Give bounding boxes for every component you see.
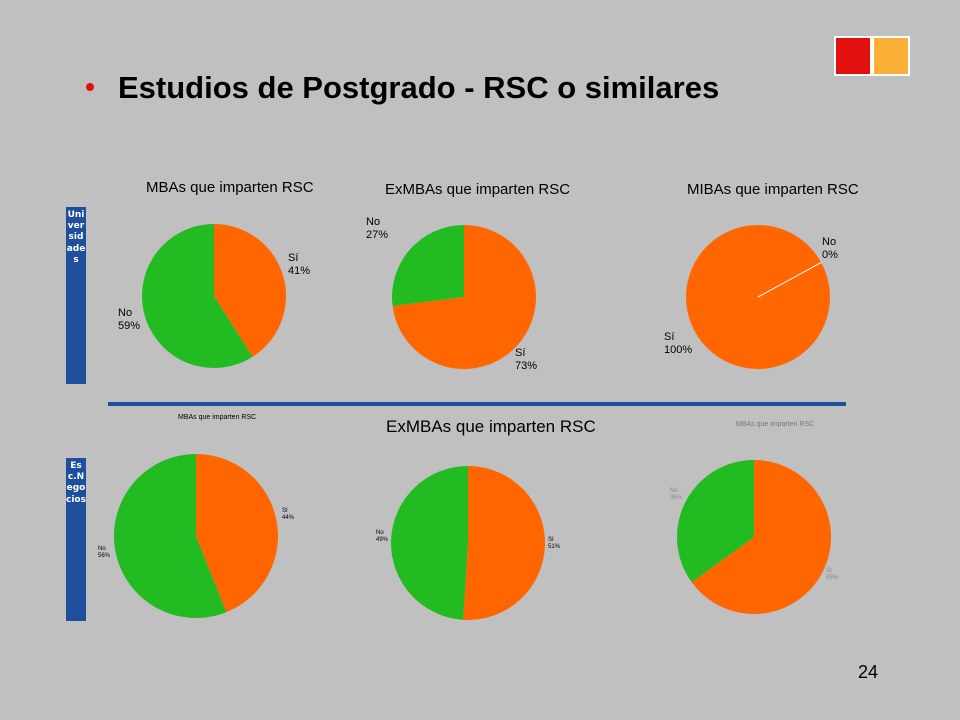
pie-chart-3 bbox=[686, 225, 830, 369]
title-bullet-icon bbox=[86, 83, 94, 91]
pie-1-slice-no bbox=[141, 224, 253, 368]
pie-chart-6 bbox=[677, 460, 831, 614]
chart-title-negocios-mba-2: MBAs que imparten RSC bbox=[736, 421, 815, 428]
pie-6-slice-no bbox=[677, 460, 754, 583]
chart-title-universidades-mba: MBAs que imparten RSC bbox=[146, 179, 314, 196]
slice-value-text: 100% bbox=[664, 343, 693, 356]
pie-2-slice-s bbox=[392, 225, 536, 369]
chart-title-negocios-mba: MBAs que imparten RSC bbox=[178, 414, 257, 421]
pie-3-label-s: Sí 100% bbox=[664, 331, 692, 356]
pie-4-slice-si bbox=[196, 454, 278, 613]
slice-value-text: 56% bbox=[98, 552, 111, 559]
pie-6-slice-si bbox=[691, 460, 831, 614]
pie-4-slice-no bbox=[114, 454, 227, 618]
corner-accent-orange bbox=[872, 36, 910, 76]
pie-2-label-s: Sí 73% bbox=[515, 347, 537, 372]
pie-6-label-si: SI 65% bbox=[826, 568, 838, 582]
slice-value-text: 41% bbox=[288, 264, 311, 277]
slice-label-text: SI bbox=[282, 508, 288, 514]
slice-value-text: 73% bbox=[515, 359, 538, 372]
pie-5-slice-si bbox=[463, 466, 546, 620]
slice-value-text: 49% bbox=[376, 536, 389, 543]
pie-3-label-no: No 0% bbox=[822, 236, 838, 261]
slice-label-text: Sí bbox=[664, 331, 675, 343]
row-label-escuelas-negocios: Esc.Negocios bbox=[66, 458, 86, 621]
slice-value-text: 59% bbox=[118, 319, 141, 332]
slice-value-text: 27% bbox=[366, 228, 389, 241]
slice-label-text: Sí bbox=[515, 347, 526, 359]
pie-2-label-no: No 27% bbox=[366, 216, 388, 241]
pie-chart-2 bbox=[392, 225, 536, 369]
chart-title-universidades-miba: MIBAs que imparten RSC bbox=[687, 181, 859, 198]
page-number: 24 bbox=[858, 662, 879, 682]
pie-1-label-no: No 59% bbox=[118, 307, 140, 332]
slice-label-text: Sí bbox=[288, 252, 299, 264]
section-divider bbox=[108, 402, 846, 406]
page-title: Estudios de Postgrado - RSC o similares bbox=[118, 70, 720, 105]
slice-label-text: SI bbox=[826, 568, 832, 574]
chart-title-universidades-exmba: ExMBAs que imparten RSC bbox=[385, 181, 571, 198]
corner-accent-red bbox=[834, 36, 872, 76]
pie-chart-1 bbox=[141, 224, 286, 368]
pie-5-label-no: No 49% bbox=[376, 530, 388, 544]
slice-value-text: 51% bbox=[548, 543, 561, 550]
slice-label-text: No bbox=[822, 236, 837, 248]
slice-value-text: 65% bbox=[826, 574, 839, 581]
slice-label-text: No bbox=[376, 530, 384, 536]
slice-label-text: No bbox=[118, 307, 133, 319]
row-label-universidades: Universidades bbox=[66, 207, 86, 384]
pie-2-slice-no bbox=[392, 225, 464, 307]
slice-value-text: 0% bbox=[822, 248, 838, 261]
slice-value-text: 35% bbox=[670, 494, 683, 501]
slice-label-text: No bbox=[670, 488, 678, 494]
pie-3-zero-slice-line bbox=[757, 262, 822, 298]
pie-chart-4 bbox=[114, 454, 278, 618]
slice-label-text: No bbox=[366, 216, 381, 228]
pie-4-label-si: SI 44% bbox=[282, 508, 294, 522]
pie-4-label-no: No 56% bbox=[98, 546, 110, 560]
slice-value-text: 44% bbox=[282, 514, 295, 521]
pie-1-slice-s bbox=[214, 224, 286, 357]
pie-5-label-si: SI 51% bbox=[548, 537, 560, 551]
chart-title-negocios-exmba: ExMBAs que imparten RSC bbox=[386, 417, 596, 436]
pie-1-label-s: Sí 41% bbox=[288, 252, 310, 277]
pie-5-slice-no bbox=[391, 466, 468, 620]
pie-chart-5 bbox=[391, 466, 546, 620]
slice-label-text: SI bbox=[548, 537, 554, 543]
slice-label-text: No bbox=[98, 546, 106, 552]
pie-6-label-no: No 35% bbox=[670, 488, 682, 502]
